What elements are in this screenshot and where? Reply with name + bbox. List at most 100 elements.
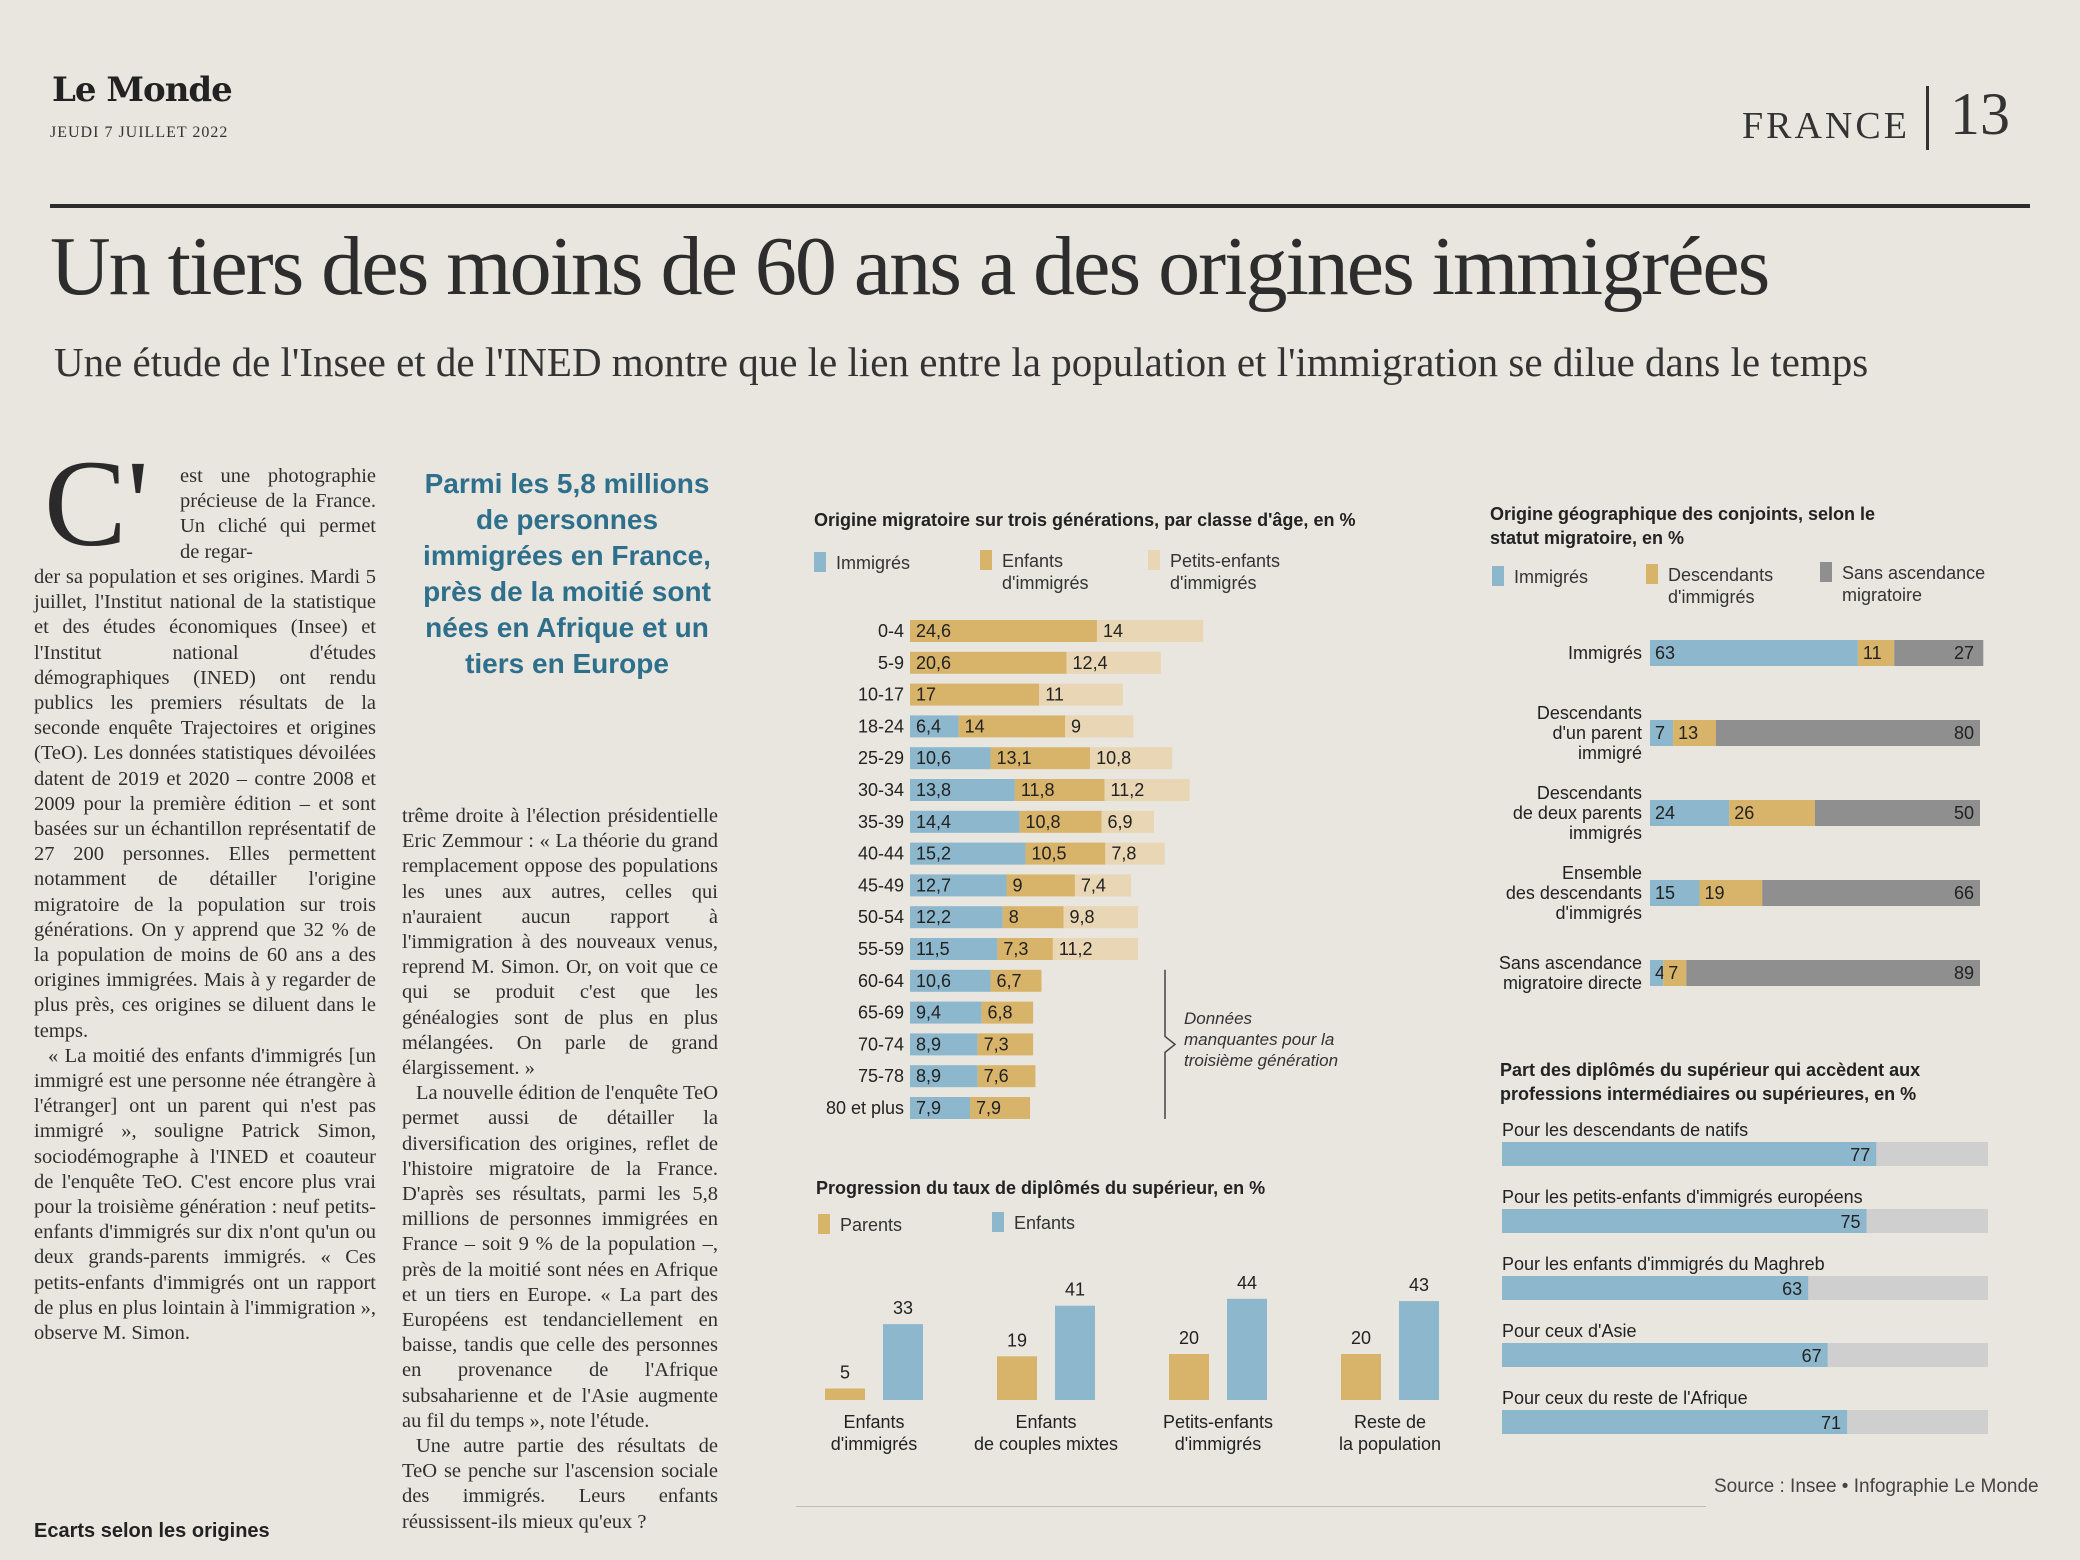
bar-segment	[910, 1001, 982, 1024]
bar-value-label: 12,4	[1073, 653, 1108, 673]
bar-segment	[1762, 880, 1980, 906]
paragraph: trême droite à l'élection présidentielle…	[402, 805, 718, 1080]
bar-value-label: 11	[1045, 685, 1064, 705]
bar	[1055, 1305, 1095, 1400]
category-label: migratoire directe	[1503, 973, 1642, 993]
bar-segment	[981, 1001, 1034, 1024]
age-group-label: 40-44	[858, 844, 904, 864]
bar-segment	[1014, 779, 1105, 801]
bar-segment	[910, 874, 1007, 897]
category-label: Pour les enfants d'immigrés du Maghreb	[1502, 1254, 1825, 1274]
bar-segment	[1650, 640, 1858, 666]
bar	[1502, 1343, 1828, 1367]
bar-value-label: 9,8	[1070, 907, 1095, 927]
bar-value-label: 10,6	[916, 748, 951, 768]
bar-segment	[910, 1065, 978, 1088]
article-column-2: trême droite à l'élection présidentielle…	[402, 804, 718, 1535]
subheadline: Une étude de l'Insee et de l'INED montre…	[54, 339, 1869, 385]
bar-segment	[910, 1033, 978, 1056]
category-label: d'immigrés	[1556, 903, 1642, 923]
bar-segment	[1096, 620, 1204, 642]
page-number: 13	[1950, 81, 2010, 147]
bar-value-label: 7,6	[984, 1066, 1009, 1086]
age-group-label: 10-17	[858, 685, 904, 705]
bar-segment	[1650, 880, 1700, 906]
article-column-1: der sa population et ses origines. Mardi…	[34, 565, 376, 1346]
chart1-origine-migratoire: 0-4 24,6 14 5-9 20,6 12,4 10-17 17 11 18-24 6,4 14 9…	[826, 620, 1204, 1119]
bar-value-label: 14	[965, 716, 985, 736]
bar-value-label: 15	[1655, 883, 1675, 903]
bar-value-label: 77	[1850, 1145, 1870, 1165]
bar-segment	[977, 1033, 1034, 1056]
category-label: Sans ascendance	[1499, 953, 1642, 973]
bar-value-label: 14	[1103, 621, 1123, 641]
legend-label: Sans ascendance migratoire	[1842, 563, 1986, 605]
category-label: de deux parents	[1513, 803, 1642, 823]
bar-segment	[910, 747, 991, 770]
bar-segment	[1025, 842, 1106, 865]
bar-segment	[1105, 842, 1165, 865]
chart3-title: Progression du taux de diplômés du supér…	[816, 1178, 1266, 1198]
source-credit: Source : Insee • Infographie Le Monde	[1714, 1476, 2039, 1497]
bar-value-label: 7,9	[976, 1098, 1001, 1118]
bar-value-label: 20,6	[916, 653, 951, 673]
bar-segment	[910, 620, 1097, 642]
bar-value-label: 14,4	[916, 812, 951, 832]
category-label: Pour les petits-enfants d'immigrés europ…	[1502, 1187, 1863, 1207]
bar-value-label: 6,7	[997, 971, 1022, 991]
bar-value-label: 75	[1840, 1212, 1860, 1232]
bar-value-label: 6,8	[987, 1003, 1012, 1023]
legend-swatch	[814, 552, 826, 572]
legend-swatch	[1646, 564, 1658, 584]
age-group-label: 50-54	[858, 907, 904, 927]
bar-value-label: 13,8	[916, 780, 951, 800]
lead-text: est une photographie précieuse de la Fra…	[180, 465, 376, 563]
bar-value-label: 10,5	[1032, 844, 1067, 864]
bar-value-label: 13,1	[997, 748, 1032, 768]
age-group-label: 30-34	[858, 780, 904, 800]
bar-value-label: 4	[1655, 963, 1665, 983]
age-group-label: 18-24	[858, 716, 904, 736]
bar-value-label: 17	[916, 685, 936, 705]
bar-segment	[1650, 960, 1664, 986]
bar-value-label: 13	[1678, 723, 1698, 743]
chart3-legend-enfants: Enfants	[992, 1212, 1075, 1234]
age-group-label: 45-49	[858, 875, 904, 895]
bar-value-label: 63	[1655, 643, 1675, 663]
bar-segment	[1019, 810, 1102, 833]
bar	[883, 1324, 923, 1400]
legend-swatch	[1492, 566, 1504, 586]
category-label: Petits-enfants	[1163, 1412, 1273, 1432]
chart1-legend-petits-enfants: Petits-enfants d'immigrés	[1148, 550, 1280, 594]
age-group-label: 80 et plus	[826, 1098, 904, 1118]
bar-segment	[1686, 960, 1980, 986]
bar-value-label: 11	[1863, 643, 1882, 663]
bar-value-label: 7,9	[916, 1098, 941, 1118]
bar-segment	[1663, 960, 1687, 986]
paragraph: « La moitié des enfants d'immigrés [un i…	[34, 1044, 376, 1345]
bar-value-label: 33	[893, 1298, 913, 1318]
chart4-title: Part des diplômés du supérieur qui accèd…	[1500, 1060, 1921, 1104]
bar-segment	[1063, 906, 1138, 929]
bar-value-label: 7	[1655, 723, 1665, 743]
category-label: Reste de	[1354, 1412, 1426, 1432]
category-label: Enfants	[1015, 1412, 1076, 1432]
article-lead: est une photographie précieuse de la Fra…	[180, 464, 376, 565]
paragraph: Une autre partie des résultats de TeO se…	[402, 1435, 718, 1533]
bar-value-label: 10,8	[1096, 748, 1131, 768]
age-group-label: 5-9	[878, 653, 904, 673]
paragraph: La nouvelle édition de l'enquête TeO per…	[402, 1082, 718, 1432]
bar-segment	[910, 969, 991, 992]
bar-value-label: 71	[1821, 1413, 1841, 1433]
bar-value-label: 12,2	[916, 907, 951, 927]
bar-value-label: 24,6	[916, 621, 951, 641]
category-label: Ensemble	[1562, 863, 1642, 883]
bar-value-label: 12,7	[916, 875, 951, 895]
bar-segment	[970, 1097, 1031, 1119]
age-group-label: 75-78	[858, 1066, 904, 1086]
age-group-label: 55-59	[858, 939, 904, 959]
bar-value-label: 63	[1782, 1279, 1802, 1299]
bar	[997, 1356, 1037, 1400]
bar-segment	[990, 969, 1042, 992]
